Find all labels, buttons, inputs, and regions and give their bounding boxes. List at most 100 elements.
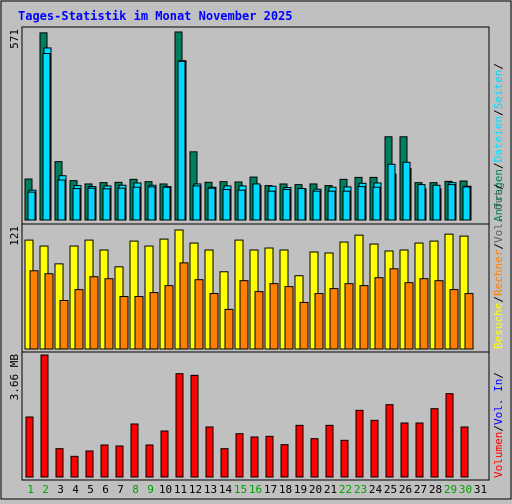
legend-visits-part-5: / xyxy=(492,183,505,190)
bar-seiten-day-28 xyxy=(432,184,441,221)
x-tick-label-day-7: 7 xyxy=(117,483,124,496)
bar-seiten-day-2 xyxy=(42,52,51,221)
bar-volumen-day-23 xyxy=(355,409,364,478)
bar-volumen-day-9 xyxy=(145,444,154,478)
bar-rechner-day-10 xyxy=(164,285,174,350)
bar-seiten-day-27 xyxy=(417,184,426,221)
x-tick-label-day-18: 18 xyxy=(279,483,292,496)
bar-rechner-day-5 xyxy=(89,276,99,350)
bar-volumen-day-29 xyxy=(445,393,454,478)
bar-rechner-day-7 xyxy=(119,296,129,350)
bar-rechner-day-18 xyxy=(284,286,294,350)
bar-seiten-day-21 xyxy=(327,190,336,221)
bar-volumen-day-4 xyxy=(70,455,79,478)
bar-volumen-day-2 xyxy=(40,354,49,478)
bar-rechner-day-9 xyxy=(149,292,159,350)
bar-seiten-day-24 xyxy=(372,186,381,221)
bar-seiten-day-4 xyxy=(72,188,81,221)
bar-seiten-day-7 xyxy=(117,187,126,221)
bar-seiten-day-13 xyxy=(207,187,216,221)
bar-volumen-day-27 xyxy=(415,422,424,478)
bar-volumen-day-5 xyxy=(85,450,94,478)
legend-requests-part-0: Anfragen xyxy=(492,169,505,222)
bar-volumen-day-3 xyxy=(55,448,64,478)
bar-seiten-day-30 xyxy=(462,186,471,221)
bar-volumen-day-17 xyxy=(265,435,274,478)
x-tick-label-day-21: 21 xyxy=(324,483,337,496)
bar-seiten-day-8 xyxy=(132,186,141,221)
chart-title: Tages-Statistik im Monat November 2025 xyxy=(18,9,293,23)
bar-seiten-day-6 xyxy=(102,188,111,221)
x-tick-label-day-28: 28 xyxy=(429,483,442,496)
bar-rechner-day-21 xyxy=(329,288,339,350)
bar-rechner-day-12 xyxy=(194,279,204,350)
x-tick-label-day-17: 17 xyxy=(264,483,277,496)
x-tick-label-day-4: 4 xyxy=(72,483,79,496)
bar-rechner-day-20 xyxy=(314,293,324,350)
x-tick-label-day-1: 1 xyxy=(27,483,34,496)
bar-volumen-day-22 xyxy=(340,439,349,478)
bar-rechner-day-15 xyxy=(239,280,249,350)
bar-rechner-day-22 xyxy=(344,283,354,350)
bar-volumen-day-18 xyxy=(280,444,289,478)
chart-marks: 1 2 3 4 5 6 7 8 9 10 11 12 13 14 15 16 17 18 19 20 21 22 23 24 2… xyxy=(24,31,505,496)
bar-rechner-day-28 xyxy=(434,280,444,350)
bar-besuche-day-30 xyxy=(459,235,469,350)
requests-ymax-label: 571 xyxy=(8,29,21,49)
bar-rechner-day-2 xyxy=(44,273,54,350)
bar-volumen-day-25 xyxy=(385,404,394,478)
bar-volumen-day-26 xyxy=(400,422,409,478)
volume-panel-frame xyxy=(21,351,490,481)
x-tick-label-day-29: 29 xyxy=(444,483,457,496)
bar-volumen-day-12 xyxy=(190,374,199,478)
bar-rechner-day-13 xyxy=(209,293,219,350)
bar-volumen-day-11 xyxy=(175,373,184,478)
x-tick-label-day-10: 10 xyxy=(159,483,172,496)
bar-besuche-day-8 xyxy=(129,240,139,350)
bar-volumen-day-21 xyxy=(325,424,334,478)
legend-visits-part-1: / xyxy=(492,296,505,303)
bar-seiten-day-23 xyxy=(357,186,366,221)
bar-seiten-day-15 xyxy=(237,189,246,221)
bar-volumen-day-24 xyxy=(370,419,379,478)
bar-rechner-day-30 xyxy=(464,293,474,350)
x-tick-label-day-5: 5 xyxy=(87,483,94,496)
bar-seiten-day-18 xyxy=(282,189,291,221)
bar-volumen-day-19 xyxy=(295,424,304,478)
legend-volume-part-2: Vol. In xyxy=(492,379,505,425)
legend-requests: Anfragen/Dateien/Seiten/ xyxy=(492,63,505,222)
x-tick-label-day-6: 6 xyxy=(102,483,109,496)
x-tick-label-day-27: 27 xyxy=(414,483,427,496)
legend-visits-part-0: Besuche xyxy=(492,303,505,349)
x-tick-label-day-2: 2 xyxy=(42,483,49,496)
bar-rechner-day-23 xyxy=(359,285,369,350)
bar-rechner-day-29 xyxy=(449,289,459,350)
bar-rechner-day-4 xyxy=(74,289,84,350)
bar-seiten-day-17 xyxy=(267,190,276,221)
x-tick-label-day-23: 23 xyxy=(354,483,367,496)
bar-volumen-day-10 xyxy=(160,430,169,478)
legend-requests-part-5: / xyxy=(492,63,505,70)
volume-ymax-label: 3.66 MB xyxy=(8,354,21,401)
visits-ymax-label: 121 xyxy=(8,226,21,246)
bar-rechner-day-3 xyxy=(59,299,69,350)
legend-requests-part-4: Seiten xyxy=(492,70,505,110)
legend-volume-part-0: Volumen xyxy=(492,432,505,478)
x-tick-label-day-30: 30 xyxy=(459,483,472,496)
legend-visits: Besuche/Rechner/Vol. Out/ xyxy=(492,183,505,349)
x-tick-label-day-15: 15 xyxy=(234,483,247,496)
bar-rechner-day-11 xyxy=(179,262,189,350)
bar-rechner-day-25 xyxy=(389,268,399,350)
bar-seiten-day-10 xyxy=(162,186,171,221)
x-tick-label-day-31: 31 xyxy=(474,483,487,496)
x-tick-label-day-24: 24 xyxy=(369,483,383,496)
bar-rechner-day-27 xyxy=(419,278,429,350)
bar-seiten-day-16 xyxy=(252,183,261,221)
legend-visits-part-3: / xyxy=(492,243,505,250)
bar-volumen-day-28 xyxy=(430,408,439,478)
bar-volumen-day-8 xyxy=(130,423,139,478)
bar-seiten-day-19 xyxy=(297,188,306,221)
